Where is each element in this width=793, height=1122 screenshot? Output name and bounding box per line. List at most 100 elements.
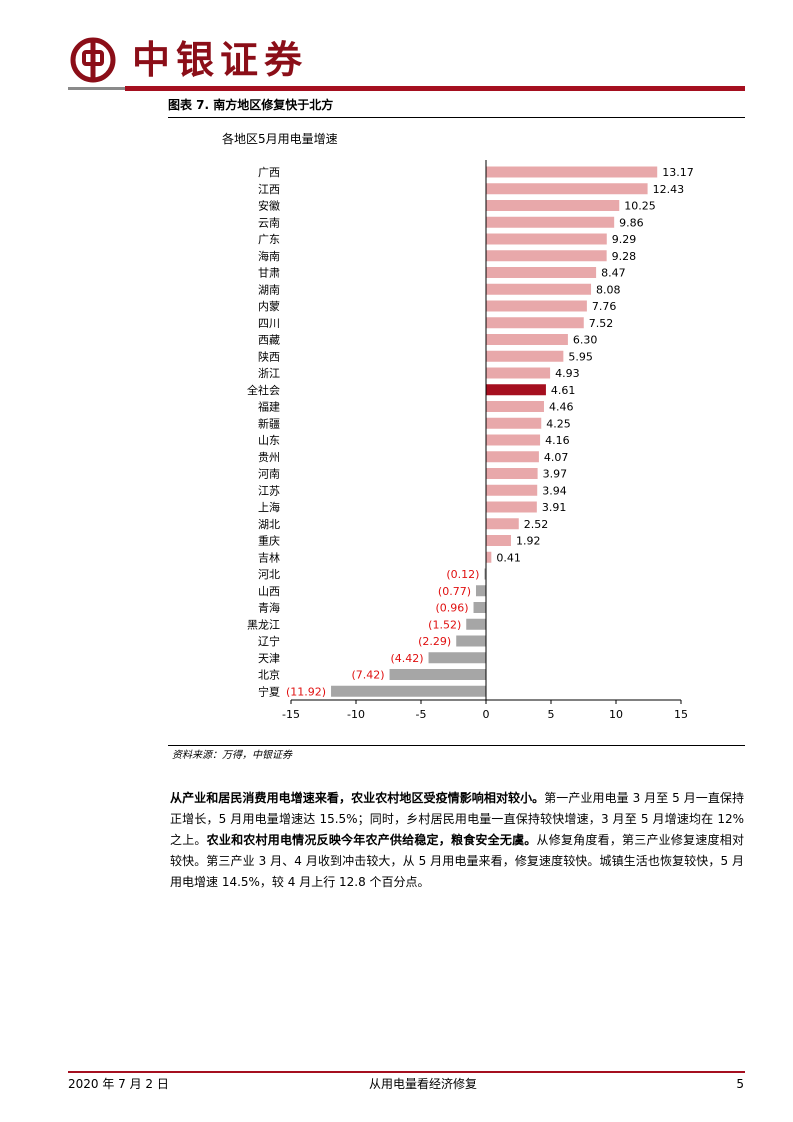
bar — [486, 501, 537, 513]
category-label: 辽宁 — [258, 634, 280, 648]
footer-date: 2020 年 7 月 2 日 — [68, 1077, 169, 1091]
category-label: 上海 — [258, 500, 280, 514]
category-label: 广西 — [258, 166, 280, 179]
category-label: 宁夏 — [258, 684, 280, 698]
bar — [486, 233, 607, 245]
bar — [486, 484, 538, 496]
category-label: 广东 — [258, 233, 280, 246]
data-label: 8.08 — [596, 283, 621, 296]
category-label: 北京 — [258, 668, 280, 682]
category-label: 山西 — [258, 585, 280, 598]
bar — [486, 367, 551, 379]
data-label: (4.42) — [390, 652, 423, 665]
header-divider-red — [125, 86, 745, 91]
category-label: 浙江 — [258, 367, 280, 380]
category-label: 内蒙 — [258, 299, 280, 313]
bar — [428, 652, 486, 664]
bar — [486, 451, 539, 463]
category-label: 江苏 — [258, 484, 280, 497]
category-label: 福建 — [258, 400, 280, 414]
data-label: 3.91 — [542, 501, 567, 514]
category-label: 陕西 — [258, 349, 280, 363]
data-label: 4.07 — [544, 451, 569, 464]
data-label: (2.29) — [418, 635, 451, 648]
bar — [486, 417, 542, 429]
data-label: 8.47 — [601, 267, 626, 280]
category-label: 天津 — [258, 652, 280, 665]
data-label: (1.52) — [428, 618, 461, 631]
brand-name: 中银证券 — [132, 38, 309, 82]
chart-subtitle: 各地区5月用电量增速 — [222, 132, 338, 146]
footer-title: 从用电量看经济修复 — [368, 1077, 477, 1091]
bar — [475, 585, 486, 597]
data-label: 3.94 — [542, 484, 567, 497]
category-label: 云南 — [258, 216, 280, 229]
page-number: 5 — [736, 1077, 744, 1091]
data-label: 9.29 — [612, 233, 637, 246]
bar — [486, 267, 597, 278]
bar — [389, 669, 486, 680]
x-tick-label: -10 — [347, 708, 365, 721]
category-label: 吉林 — [258, 550, 280, 564]
bar — [486, 434, 541, 446]
bar — [486, 334, 568, 345]
bar — [456, 635, 486, 647]
bar — [486, 518, 519, 530]
category-label: 安徽 — [258, 199, 280, 213]
data-label: 0.41 — [496, 551, 520, 564]
category-label: 湖北 — [258, 518, 280, 531]
data-label: 4.46 — [549, 401, 574, 414]
category-label: 新疆 — [258, 416, 280, 430]
bar — [486, 401, 544, 412]
category-label: 青海 — [258, 601, 280, 615]
data-label: 10.25 — [624, 200, 656, 213]
source-note: 资料来源：万得，中银证券 — [172, 750, 292, 761]
data-label: 9.86 — [619, 216, 644, 229]
footer-rule — [68, 1071, 745, 1073]
data-label: 4.16 — [545, 434, 570, 447]
data-label: 1.92 — [516, 535, 541, 548]
bar — [484, 568, 486, 580]
bar — [473, 602, 486, 613]
bar-chart: 广西 13.17 江西 12.43 安徽 10.25 云南 9.86 广东 9.29 海南 9.28 甘… — [247, 160, 694, 721]
x-tick-label: 0 — [483, 708, 490, 721]
data-label: 7.76 — [592, 300, 617, 313]
category-label: 西藏 — [258, 334, 280, 347]
bar — [486, 250, 607, 262]
data-label: (11.92) — [286, 685, 326, 698]
bar — [486, 468, 538, 479]
body-paragraph: 从产业和居民消费用电增速来看，农业农村地区受疫情影响相对较小。第一产业用电量 3… — [170, 788, 744, 893]
category-label: 河北 — [258, 568, 280, 581]
data-label: (0.77) — [438, 585, 471, 598]
x-tick-label: 10 — [609, 708, 623, 721]
data-label: 6.30 — [573, 334, 598, 347]
category-label: 江西 — [258, 183, 280, 196]
category-label: 重庆 — [258, 534, 280, 548]
bar — [486, 183, 648, 195]
bar — [486, 283, 592, 295]
figure-title: 图表 7. 南方地区修复快于北方 — [168, 98, 334, 112]
figure-top-rule — [168, 117, 745, 118]
data-label: 12.43 — [653, 183, 685, 196]
data-label: 4.61 — [551, 384, 576, 397]
lead-sentence: 从产业和居民消费用电增速来看，农业农村地区受疫情影响相对较小。 — [170, 791, 545, 805]
header-divider-grey — [68, 87, 125, 90]
bar — [466, 618, 486, 630]
x-tick-label: 15 — [674, 708, 688, 721]
category-label: 山东 — [258, 434, 280, 447]
figure-bottom-rule — [168, 745, 745, 746]
bank-of-china-logo-icon — [70, 37, 116, 83]
data-label: 7.52 — [589, 317, 614, 330]
data-label: 2.52 — [524, 518, 549, 531]
key-conclusion: 农业和农村用电情况反映今年农产供给稳定，粮食安全无虞。 — [206, 833, 537, 847]
data-label: 4.25 — [546, 417, 571, 430]
data-label: (0.12) — [446, 568, 479, 581]
data-label: 4.93 — [555, 367, 580, 380]
brand-logo: 中银证券 — [70, 34, 308, 86]
bar — [486, 384, 546, 396]
category-label: 贵州 — [258, 451, 280, 464]
bar — [486, 317, 584, 329]
category-label: 全社会 — [247, 383, 280, 397]
x-tick-label: 5 — [548, 708, 555, 721]
bar — [486, 551, 492, 563]
